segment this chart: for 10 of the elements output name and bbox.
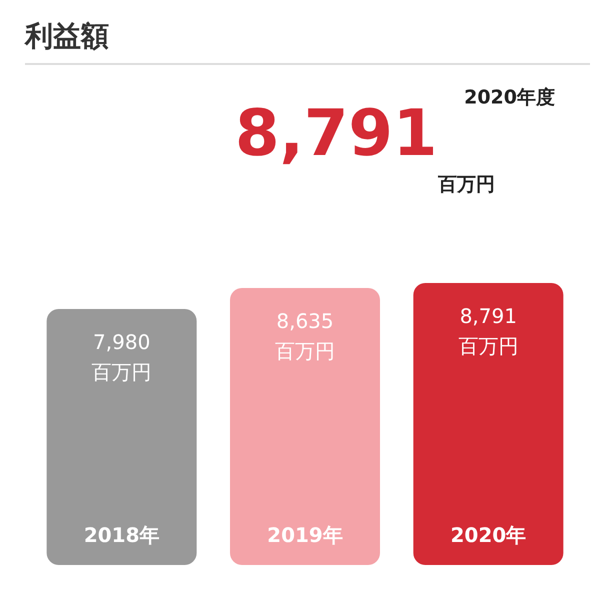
text: 2020年度 bbox=[464, 86, 556, 108]
data-label: 8,791 百万円 bbox=[458, 304, 518, 358]
chart-title: 利益額 bbox=[24, 20, 109, 52]
x-tick-label: 2020年 bbox=[450, 523, 526, 547]
x-tick-label: 2018年 bbox=[84, 523, 160, 547]
x-tick-label: 2019年 bbox=[267, 523, 343, 547]
data-label: 7,980 百万円 bbox=[92, 330, 152, 384]
text: 百万円 bbox=[437, 174, 495, 196]
data-label: 8,635 百万円 bbox=[275, 309, 335, 364]
text: 8,791 bbox=[235, 97, 438, 171]
